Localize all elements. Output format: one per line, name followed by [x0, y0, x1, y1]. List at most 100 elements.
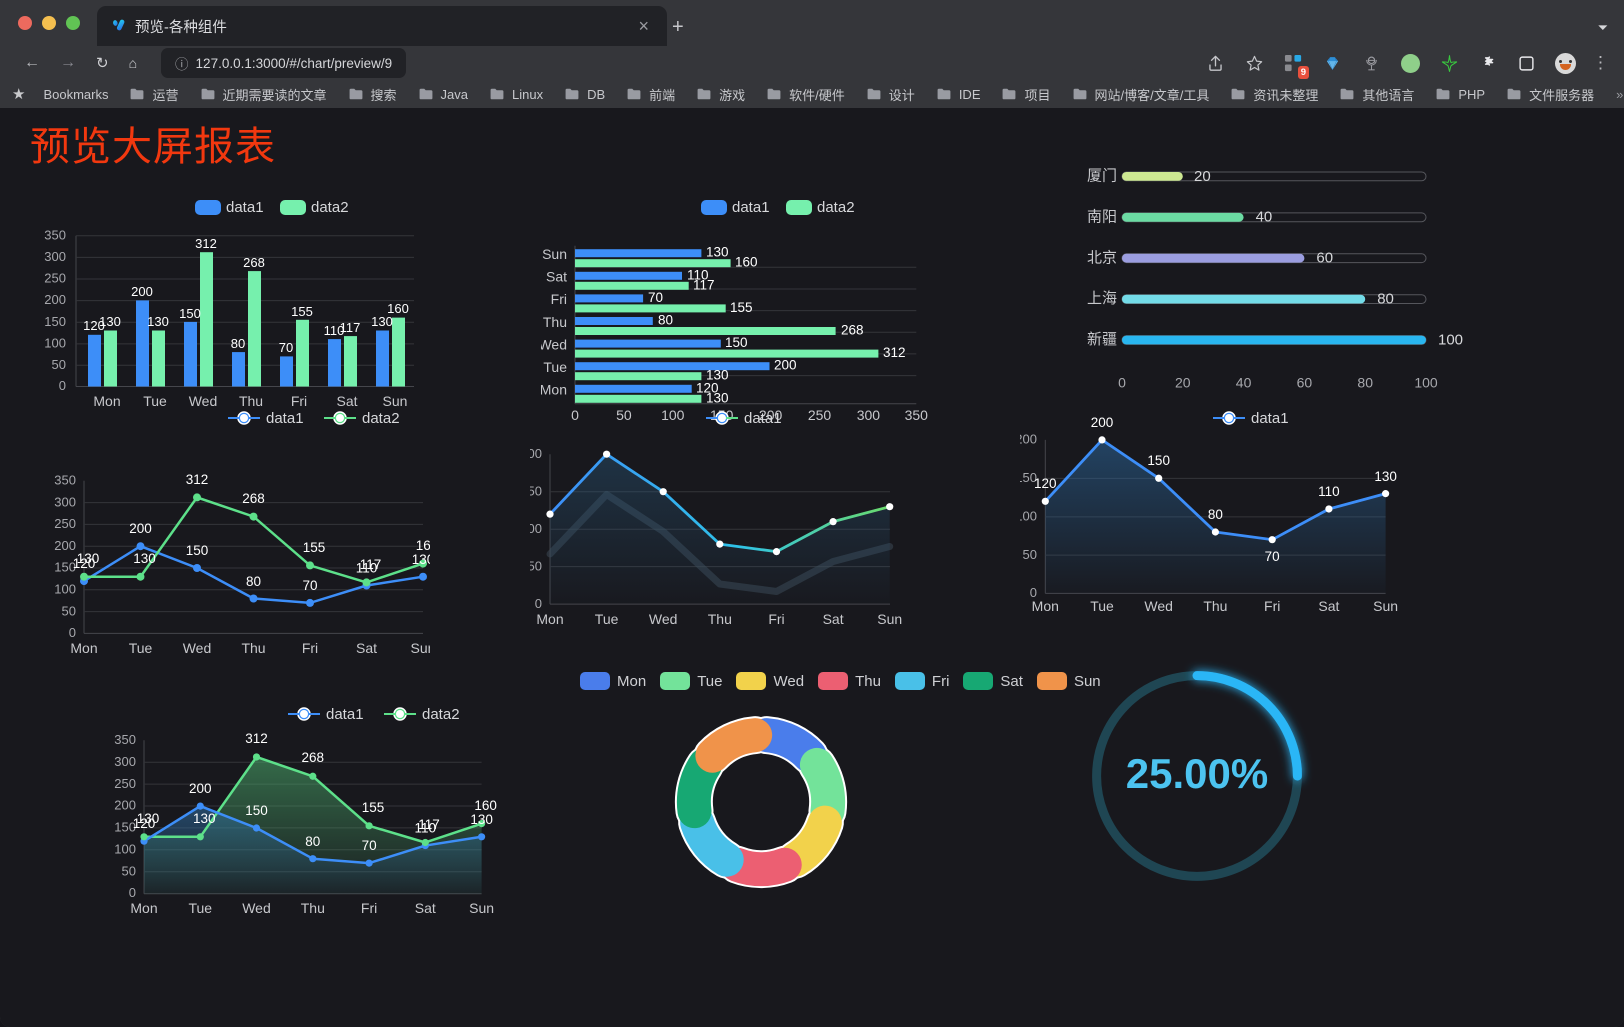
- svg-text:130: 130: [137, 811, 160, 826]
- svg-text:Sat: Sat: [823, 611, 844, 627]
- svg-text:350: 350: [44, 228, 66, 243]
- svg-text:Mon: Mon: [541, 382, 567, 398]
- svg-text:160: 160: [735, 255, 758, 270]
- svg-text:0: 0: [535, 596, 542, 611]
- svg-text:Fri: Fri: [768, 611, 784, 627]
- svg-text:117: 117: [340, 320, 361, 335]
- svg-text:Wed: Wed: [1144, 598, 1173, 614]
- svg-text:300: 300: [54, 494, 76, 509]
- svg-text:60: 60: [1316, 249, 1333, 266]
- svg-text:80: 80: [1357, 374, 1373, 388]
- svg-text:data2: data2: [311, 199, 349, 216]
- svg-text:130: 130: [133, 551, 156, 566]
- svg-text:130: 130: [193, 811, 216, 826]
- svg-text:70: 70: [1265, 549, 1280, 564]
- svg-text:120: 120: [1034, 476, 1057, 491]
- svg-text:Fri: Fri: [302, 640, 318, 656]
- svg-text:40: 40: [1256, 208, 1273, 225]
- svg-text:Wed: Wed: [189, 393, 218, 409]
- svg-text:350: 350: [54, 473, 76, 488]
- svg-text:Sun: Sun: [542, 246, 567, 262]
- svg-text:0: 0: [129, 885, 136, 900]
- svg-text:130: 130: [706, 390, 729, 405]
- svg-text:Sun: Sun: [877, 611, 902, 627]
- svg-text:130: 130: [1374, 469, 1397, 484]
- svg-text:data1: data1: [326, 706, 364, 723]
- svg-text:Sat: Sat: [336, 393, 357, 409]
- svg-text:50: 50: [530, 558, 542, 573]
- svg-text:Thu: Thu: [708, 611, 732, 627]
- svg-text:130: 130: [99, 314, 121, 329]
- svg-text:100: 100: [1438, 331, 1463, 348]
- svg-text:Wed: Wed: [183, 640, 212, 656]
- svg-text:100: 100: [1414, 374, 1438, 388]
- svg-text:110: 110: [1318, 484, 1340, 499]
- svg-text:上海: 上海: [1087, 290, 1117, 307]
- svg-text:Fri: Fri: [361, 900, 377, 916]
- svg-text:300: 300: [114, 754, 136, 769]
- svg-text:Sat: Sat: [1318, 598, 1339, 614]
- svg-text:0: 0: [69, 625, 76, 640]
- svg-text:150: 150: [245, 803, 268, 818]
- svg-text:250: 250: [114, 776, 136, 791]
- svg-text:250: 250: [54, 516, 76, 531]
- svg-text:130: 130: [77, 551, 100, 566]
- svg-text:data1: data1: [732, 199, 770, 216]
- svg-text:250: 250: [44, 271, 66, 286]
- svg-text:200: 200: [1091, 415, 1114, 430]
- svg-text:25.00%: 25.00%: [1126, 750, 1268, 797]
- svg-text:data2: data2: [362, 410, 400, 427]
- svg-text:70: 70: [279, 340, 293, 355]
- svg-text:70: 70: [362, 838, 377, 853]
- svg-text:新疆: 新疆: [1087, 331, 1117, 348]
- svg-text:268: 268: [242, 491, 265, 506]
- svg-text:Sat: Sat: [546, 269, 567, 285]
- svg-text:50: 50: [1023, 547, 1037, 562]
- svg-text:Thu: Thu: [239, 393, 263, 409]
- svg-text:80: 80: [231, 336, 245, 351]
- svg-text:60: 60: [1297, 374, 1313, 388]
- svg-text:117: 117: [418, 817, 440, 832]
- svg-text:Sat: Sat: [415, 900, 436, 916]
- svg-text:80: 80: [1377, 290, 1394, 307]
- svg-text:312: 312: [195, 236, 217, 251]
- svg-text:50: 50: [52, 357, 66, 372]
- svg-text:Tue: Tue: [188, 900, 212, 916]
- svg-text:70: 70: [648, 290, 663, 305]
- svg-text:Fri: Fri: [551, 291, 567, 307]
- svg-text:Sun: Sun: [411, 640, 430, 656]
- svg-text:100: 100: [1020, 509, 1037, 524]
- svg-text:200: 200: [129, 521, 152, 536]
- svg-text:80: 80: [305, 834, 320, 849]
- svg-text:100: 100: [114, 842, 136, 857]
- svg-text:200: 200: [44, 292, 66, 307]
- svg-text:117: 117: [360, 557, 382, 572]
- svg-text:Sun: Sun: [469, 900, 494, 916]
- svg-text:200: 200: [114, 798, 136, 813]
- svg-text:Fri: Fri: [1264, 598, 1280, 614]
- svg-text:0: 0: [59, 378, 66, 393]
- svg-text:100: 100: [54, 582, 76, 597]
- svg-text:300: 300: [44, 249, 66, 264]
- svg-text:data2: data2: [422, 706, 460, 723]
- svg-text:Thu: Thu: [301, 900, 325, 916]
- svg-text:Mon: Mon: [1032, 598, 1059, 614]
- svg-text:150: 150: [725, 335, 748, 350]
- svg-text:Mon: Mon: [70, 640, 97, 656]
- svg-text:20: 20: [1194, 167, 1211, 184]
- svg-text:200: 200: [1020, 432, 1037, 447]
- svg-text:70: 70: [302, 578, 317, 593]
- svg-text:268: 268: [841, 323, 864, 338]
- svg-text:200: 200: [530, 446, 542, 461]
- svg-text:350: 350: [114, 732, 136, 747]
- svg-text:155: 155: [291, 304, 313, 319]
- svg-text:200: 200: [131, 284, 153, 299]
- svg-text:20: 20: [1175, 374, 1191, 388]
- svg-text:130: 130: [412, 552, 430, 567]
- svg-text:Fri: Fri: [291, 393, 307, 409]
- svg-text:150: 150: [1147, 453, 1170, 468]
- svg-text:160: 160: [387, 301, 409, 316]
- svg-text:155: 155: [303, 540, 326, 555]
- svg-text:data1: data1: [266, 410, 304, 427]
- svg-text:Wed: Wed: [649, 611, 678, 627]
